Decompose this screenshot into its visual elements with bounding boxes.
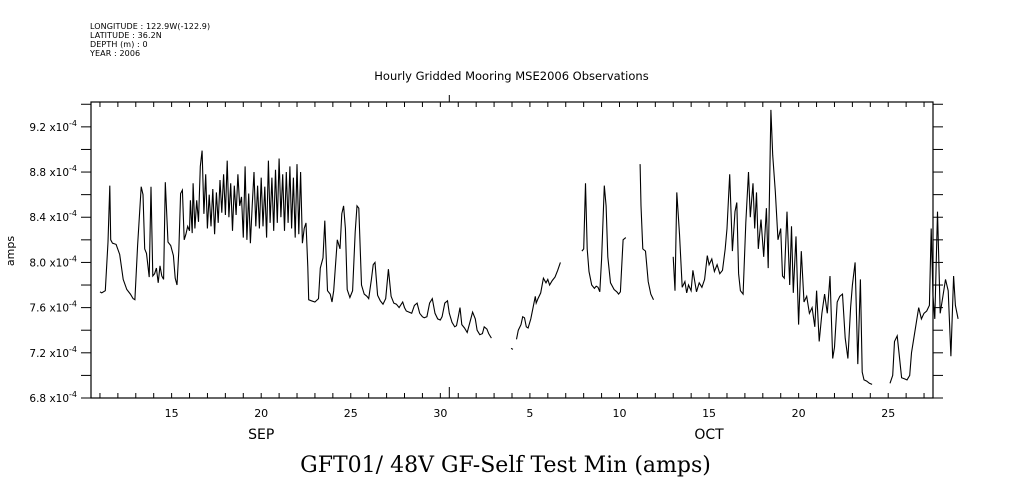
depth-label: DEPTH (m) : 0 xyxy=(90,40,148,49)
x-axis: 15 20 25 30 5 10 15 20 25 SEP OCT xyxy=(99,95,925,443)
x-tick-label: 25 xyxy=(881,407,895,420)
y-tick-exponent: -4 xyxy=(69,345,77,354)
y-axis: 6.8 x10-47.2 x10-47.6 x10-48.0 x10-48.4 … xyxy=(29,103,943,405)
y-tick-label: 9.2 x10-4 xyxy=(29,119,77,134)
y-tick-mantissa: 7.2 xyxy=(29,348,49,360)
y-tick-mantissa: 7.6 xyxy=(29,303,49,315)
y-tick-label: 7.2 x10-4 xyxy=(29,345,77,360)
x-tick-label: 30 xyxy=(433,407,447,420)
month-label: OCT xyxy=(694,427,724,443)
y-tick-base: x10 xyxy=(49,348,69,360)
month-label: SEP xyxy=(248,427,274,443)
series-line-segment xyxy=(515,262,561,340)
series-line-segment xyxy=(672,109,873,385)
series-line-segment xyxy=(889,211,959,384)
y-tick-base: x10 xyxy=(49,303,69,315)
longitude-label: LONGITUDE : 122.9W(-122.9) xyxy=(90,22,211,31)
year-label: YEAR : 2006 xyxy=(90,49,141,58)
x-tick-label: 25 xyxy=(344,407,358,420)
y-tick-label: 7.6 x10-4 xyxy=(29,300,77,315)
chart-title: Hourly Gridded Mooring MSE2006 Observati… xyxy=(374,69,649,83)
y-axis-label: amps xyxy=(4,236,17,266)
x-tick-label: 15 xyxy=(702,407,716,420)
y-tick-base: x10 xyxy=(49,212,69,224)
y-tick-mantissa: 8.8 xyxy=(29,167,49,179)
y-tick-label: 8.4 x10-4 xyxy=(29,209,77,224)
x-tick-label: 20 xyxy=(792,407,806,420)
plot-border xyxy=(90,101,934,399)
y-tick-exponent: -4 xyxy=(69,300,77,309)
latitude-label: LATITUDE : 36.2N xyxy=(90,31,162,40)
y-tick-exponent: -4 xyxy=(69,119,77,128)
y-tick-exponent: -4 xyxy=(69,390,77,399)
y-tick-exponent: -4 xyxy=(69,254,77,263)
y-tick-base: x10 xyxy=(49,257,69,269)
series-line-segment xyxy=(581,183,627,295)
x-tick-label: 20 xyxy=(254,407,268,420)
y-tick-mantissa: 6.8 xyxy=(29,393,49,405)
y-tick-exponent: -4 xyxy=(69,164,77,173)
plot-frame xyxy=(90,101,934,399)
series-line-segment xyxy=(99,150,492,339)
series-line-segment xyxy=(510,347,514,350)
x-tick-label: 5 xyxy=(526,407,533,420)
y-tick-label: 8.8 x10-4 xyxy=(29,164,77,179)
x-tick-label: 10 xyxy=(612,407,626,420)
y-tick-label: 6.8 x10-4 xyxy=(29,390,77,405)
x-tick-label: 15 xyxy=(165,407,179,420)
y-tick-base: x10 xyxy=(49,122,69,134)
y-tick-exponent: -4 xyxy=(69,209,77,218)
y-tick-mantissa: 8.0 xyxy=(29,257,49,269)
y-tick-base: x10 xyxy=(49,167,69,179)
y-tick-mantissa: 9.2 xyxy=(29,122,49,134)
y-tick-mantissa: 8.4 xyxy=(29,212,49,224)
y-tick-base: x10 xyxy=(49,393,69,405)
series-line-segment xyxy=(639,164,654,300)
bottom-title: GFT01/ 48V GF-Self Test Min (amps) xyxy=(300,453,711,478)
metadata-block: LONGITUDE : 122.9W(-122.9) LATITUDE : 36… xyxy=(90,22,210,58)
series-lines xyxy=(99,109,959,385)
y-tick-label: 8.0 x10-4 xyxy=(29,254,77,269)
